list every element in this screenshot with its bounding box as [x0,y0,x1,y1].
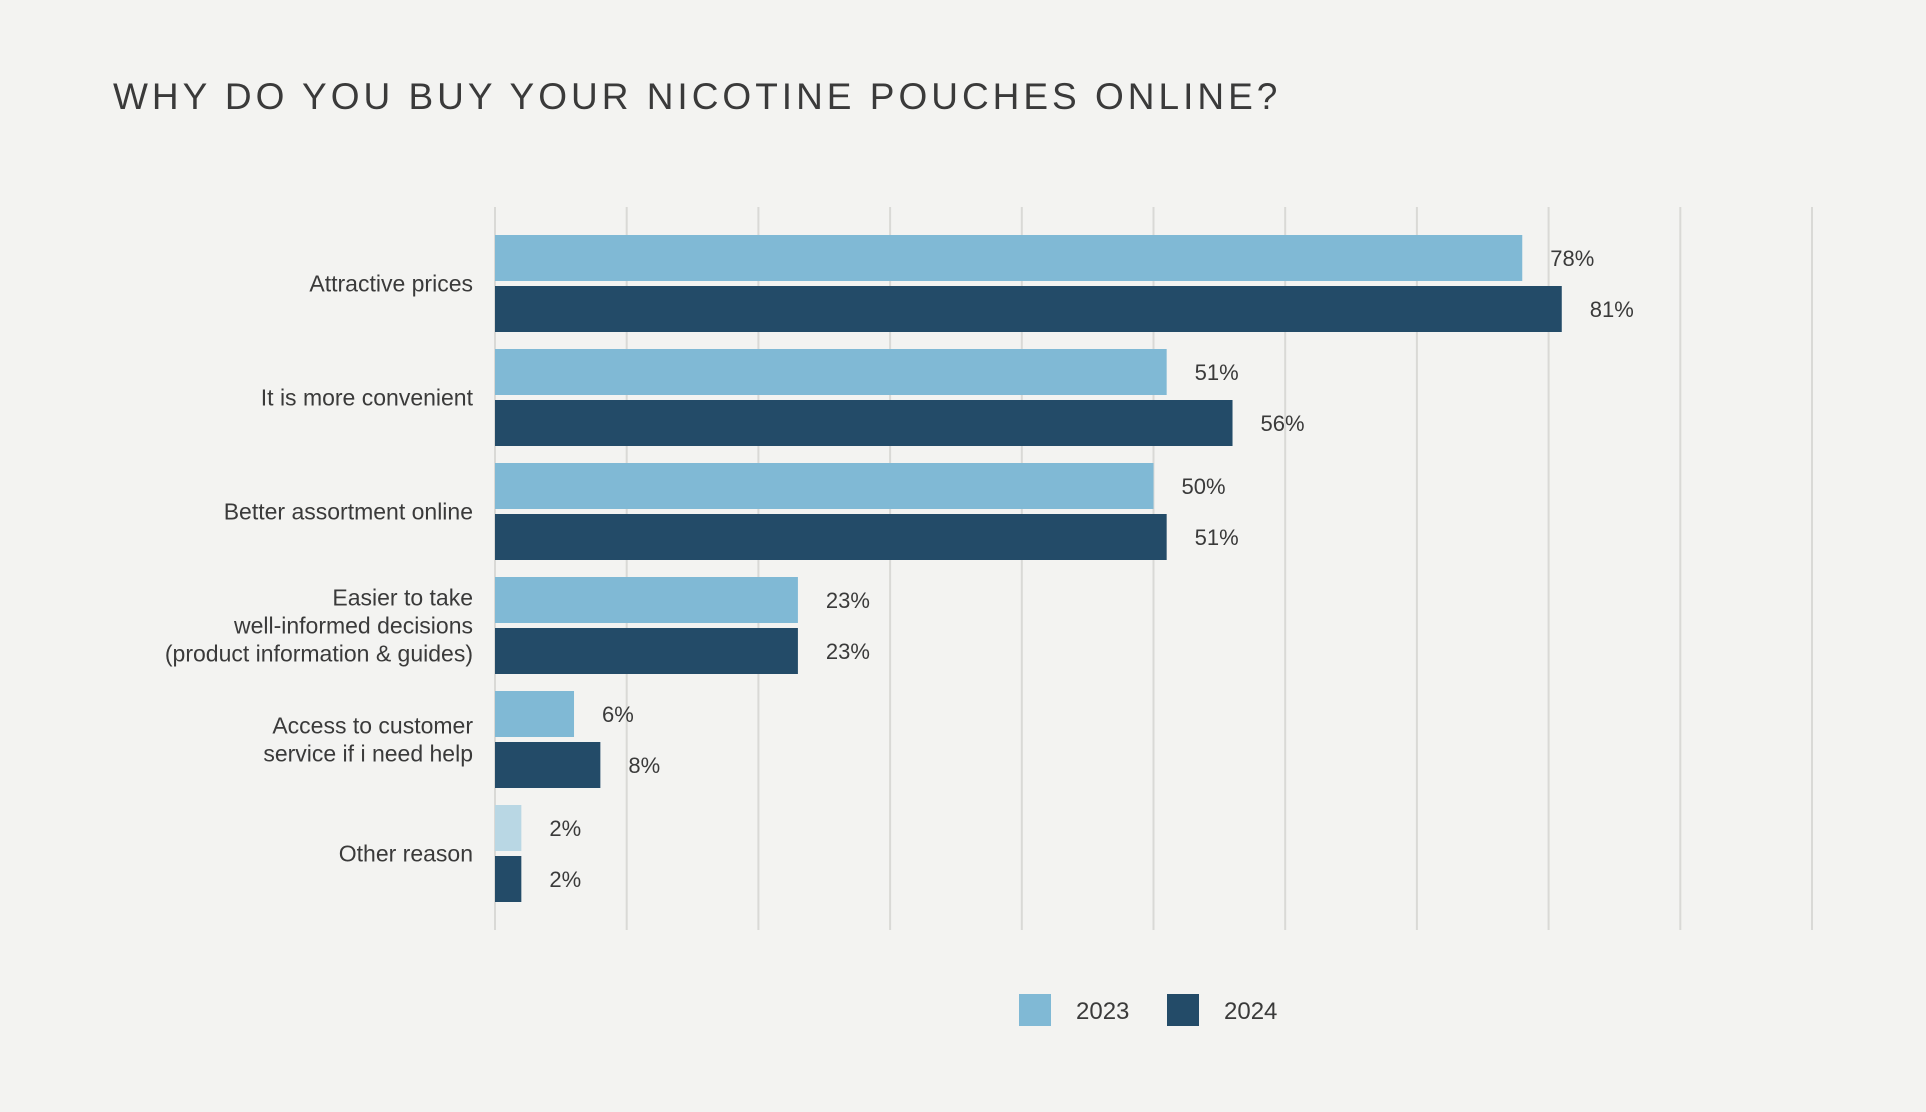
data-label: 23% [826,588,870,613]
bar-2024-4 [495,742,601,788]
category-label: Other reason [339,841,473,867]
category-label: service if i need help [263,741,473,767]
category-label: Access to customer [272,713,473,739]
chart-title: WHY DO YOU BUY YOUR NICOTINE POUCHES ONL… [113,76,1282,117]
bar-2024-0 [495,286,1562,332]
category-label: well-informed decisions [233,613,473,639]
bar-2023-2 [495,463,1154,509]
bar-2023-3 [495,577,798,623]
bar-2024-3 [495,628,798,674]
data-label: 56% [1261,411,1305,436]
bar-2023-0 [495,235,1523,281]
data-label: 2% [549,867,581,892]
data-label: 8% [628,753,660,778]
bar-2024-2 [495,514,1167,560]
category-label: Better assortment online [224,499,473,525]
category-label: It is more convenient [261,385,474,411]
data-label: 6% [602,702,634,727]
legend-swatch [1019,994,1051,1026]
bar-2024-5 [495,856,522,902]
legend-swatch [1167,994,1199,1026]
data-label: 81% [1590,297,1634,322]
bar-2024-1 [495,400,1233,446]
bar-2023-5 [495,805,522,851]
data-label: 51% [1195,525,1239,550]
data-label: 51% [1195,360,1239,385]
bar-2023-1 [495,349,1167,395]
data-label: 2% [549,816,581,841]
category-label: Easier to take [332,585,473,611]
legend-label: 2023 [1076,998,1129,1025]
data-label: 78% [1550,246,1594,271]
category-label: Attractive prices [309,271,473,297]
data-label: 50% [1182,474,1226,499]
data-label: 23% [826,639,870,664]
bar-2023-4 [495,691,575,737]
category-label: (product information & guides) [165,641,473,667]
legend-label: 2024 [1224,998,1277,1025]
